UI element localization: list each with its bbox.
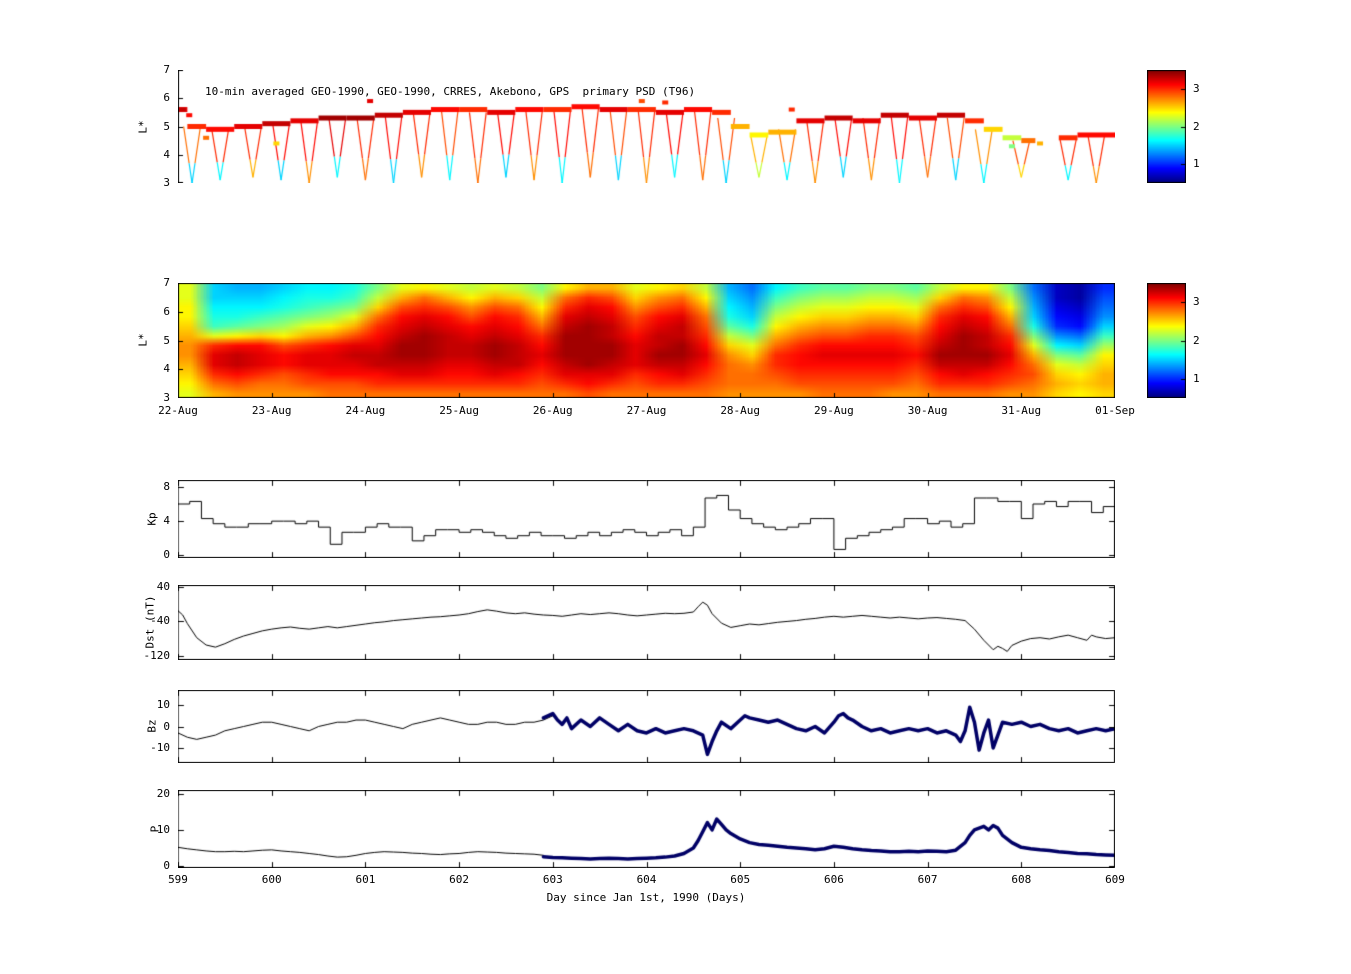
day-tick-label: 604 [636,873,657,886]
plot-title: 10-min averaged GEO-1990, GEO-1990, CRRE… [205,85,696,98]
date-tick-label: 23-Aug [251,404,292,417]
day-tick-label: 609 [1105,873,1125,886]
date-tick-label: 24-Aug [345,404,386,417]
y-tick-label: 8 [163,479,170,493]
y-tick-label: -10 [150,740,170,754]
y-tick-label: 7 [163,63,170,76]
y-tick-label: 7 [163,276,170,289]
date-tick-label: 22-Aug [158,404,198,417]
y-tick-label: 5 [163,119,170,133]
bz-plot [178,690,1115,763]
y-tick-label: 10 [156,698,170,712]
kp-plot [178,480,1115,558]
day-tick-label: 606 [823,873,844,886]
date-tick-label: 01-Sep [1095,404,1135,417]
day-tick-label: 601 [355,873,376,886]
day-tick-label: 599 [168,873,188,886]
colorbar-top [1147,70,1186,183]
y-tick-label: 5 [163,333,170,347]
y-tick-label: -120 [143,648,171,662]
day-tick-label: 605 [730,873,751,886]
y-tick-label: 20 [156,786,170,800]
day-tick-label: 603 [542,873,563,886]
colorbar-tick-label: 3 [1193,295,1200,309]
p-plot [178,790,1115,868]
colorbar-bottom [1147,283,1186,398]
date-tick-label: 27-Aug [626,404,667,417]
y-tick-label: -40 [150,614,170,628]
psd-sparse-heatmap [178,70,1115,183]
y-tick-label: 10 [156,822,170,836]
dst-plot [178,585,1115,660]
y-tick-label: 40 [156,580,170,594]
y-tick-label: 4 [163,147,170,161]
date-tick-label: 25-Aug [439,404,479,417]
xlabel-day: Day since Jan 1st, 1990 (Days) [546,891,746,904]
date-tick-label: 29-Aug [814,404,854,417]
colorbar-tick-label: 3 [1193,81,1200,95]
date-tick-label: 30-Aug [907,404,948,417]
day-tick-label: 608 [1011,873,1032,886]
colorbar-tick-label: 1 [1193,157,1200,171]
y-tick-label: 0 [163,859,170,873]
colorbar-tick-label: 2 [1193,119,1200,133]
date-tick-label: 31-Aug [1001,404,1042,417]
y-tick-label: 3 [163,176,170,189]
y-tick-label: 6 [163,91,170,105]
y-tick-label: 4 [163,514,170,528]
date-tick-label: 28-Aug [720,404,761,417]
y-tick-label: 6 [163,304,170,318]
y-tick-label: 4 [163,362,170,376]
date-tick-label: 26-Aug [532,404,573,417]
day-tick-label: 600 [261,873,282,886]
y-tick-label: 3 [163,391,170,404]
colorbar-tick-label: 2 [1193,333,1200,347]
day-tick-label: 602 [449,873,470,886]
psd-filled-heatmap [178,283,1115,398]
y-tick-label: 0 [163,548,170,562]
colorbar-tick-label: 1 [1193,371,1200,385]
y-tick-label: 0 [163,719,170,733]
day-tick-label: 607 [917,873,938,886]
